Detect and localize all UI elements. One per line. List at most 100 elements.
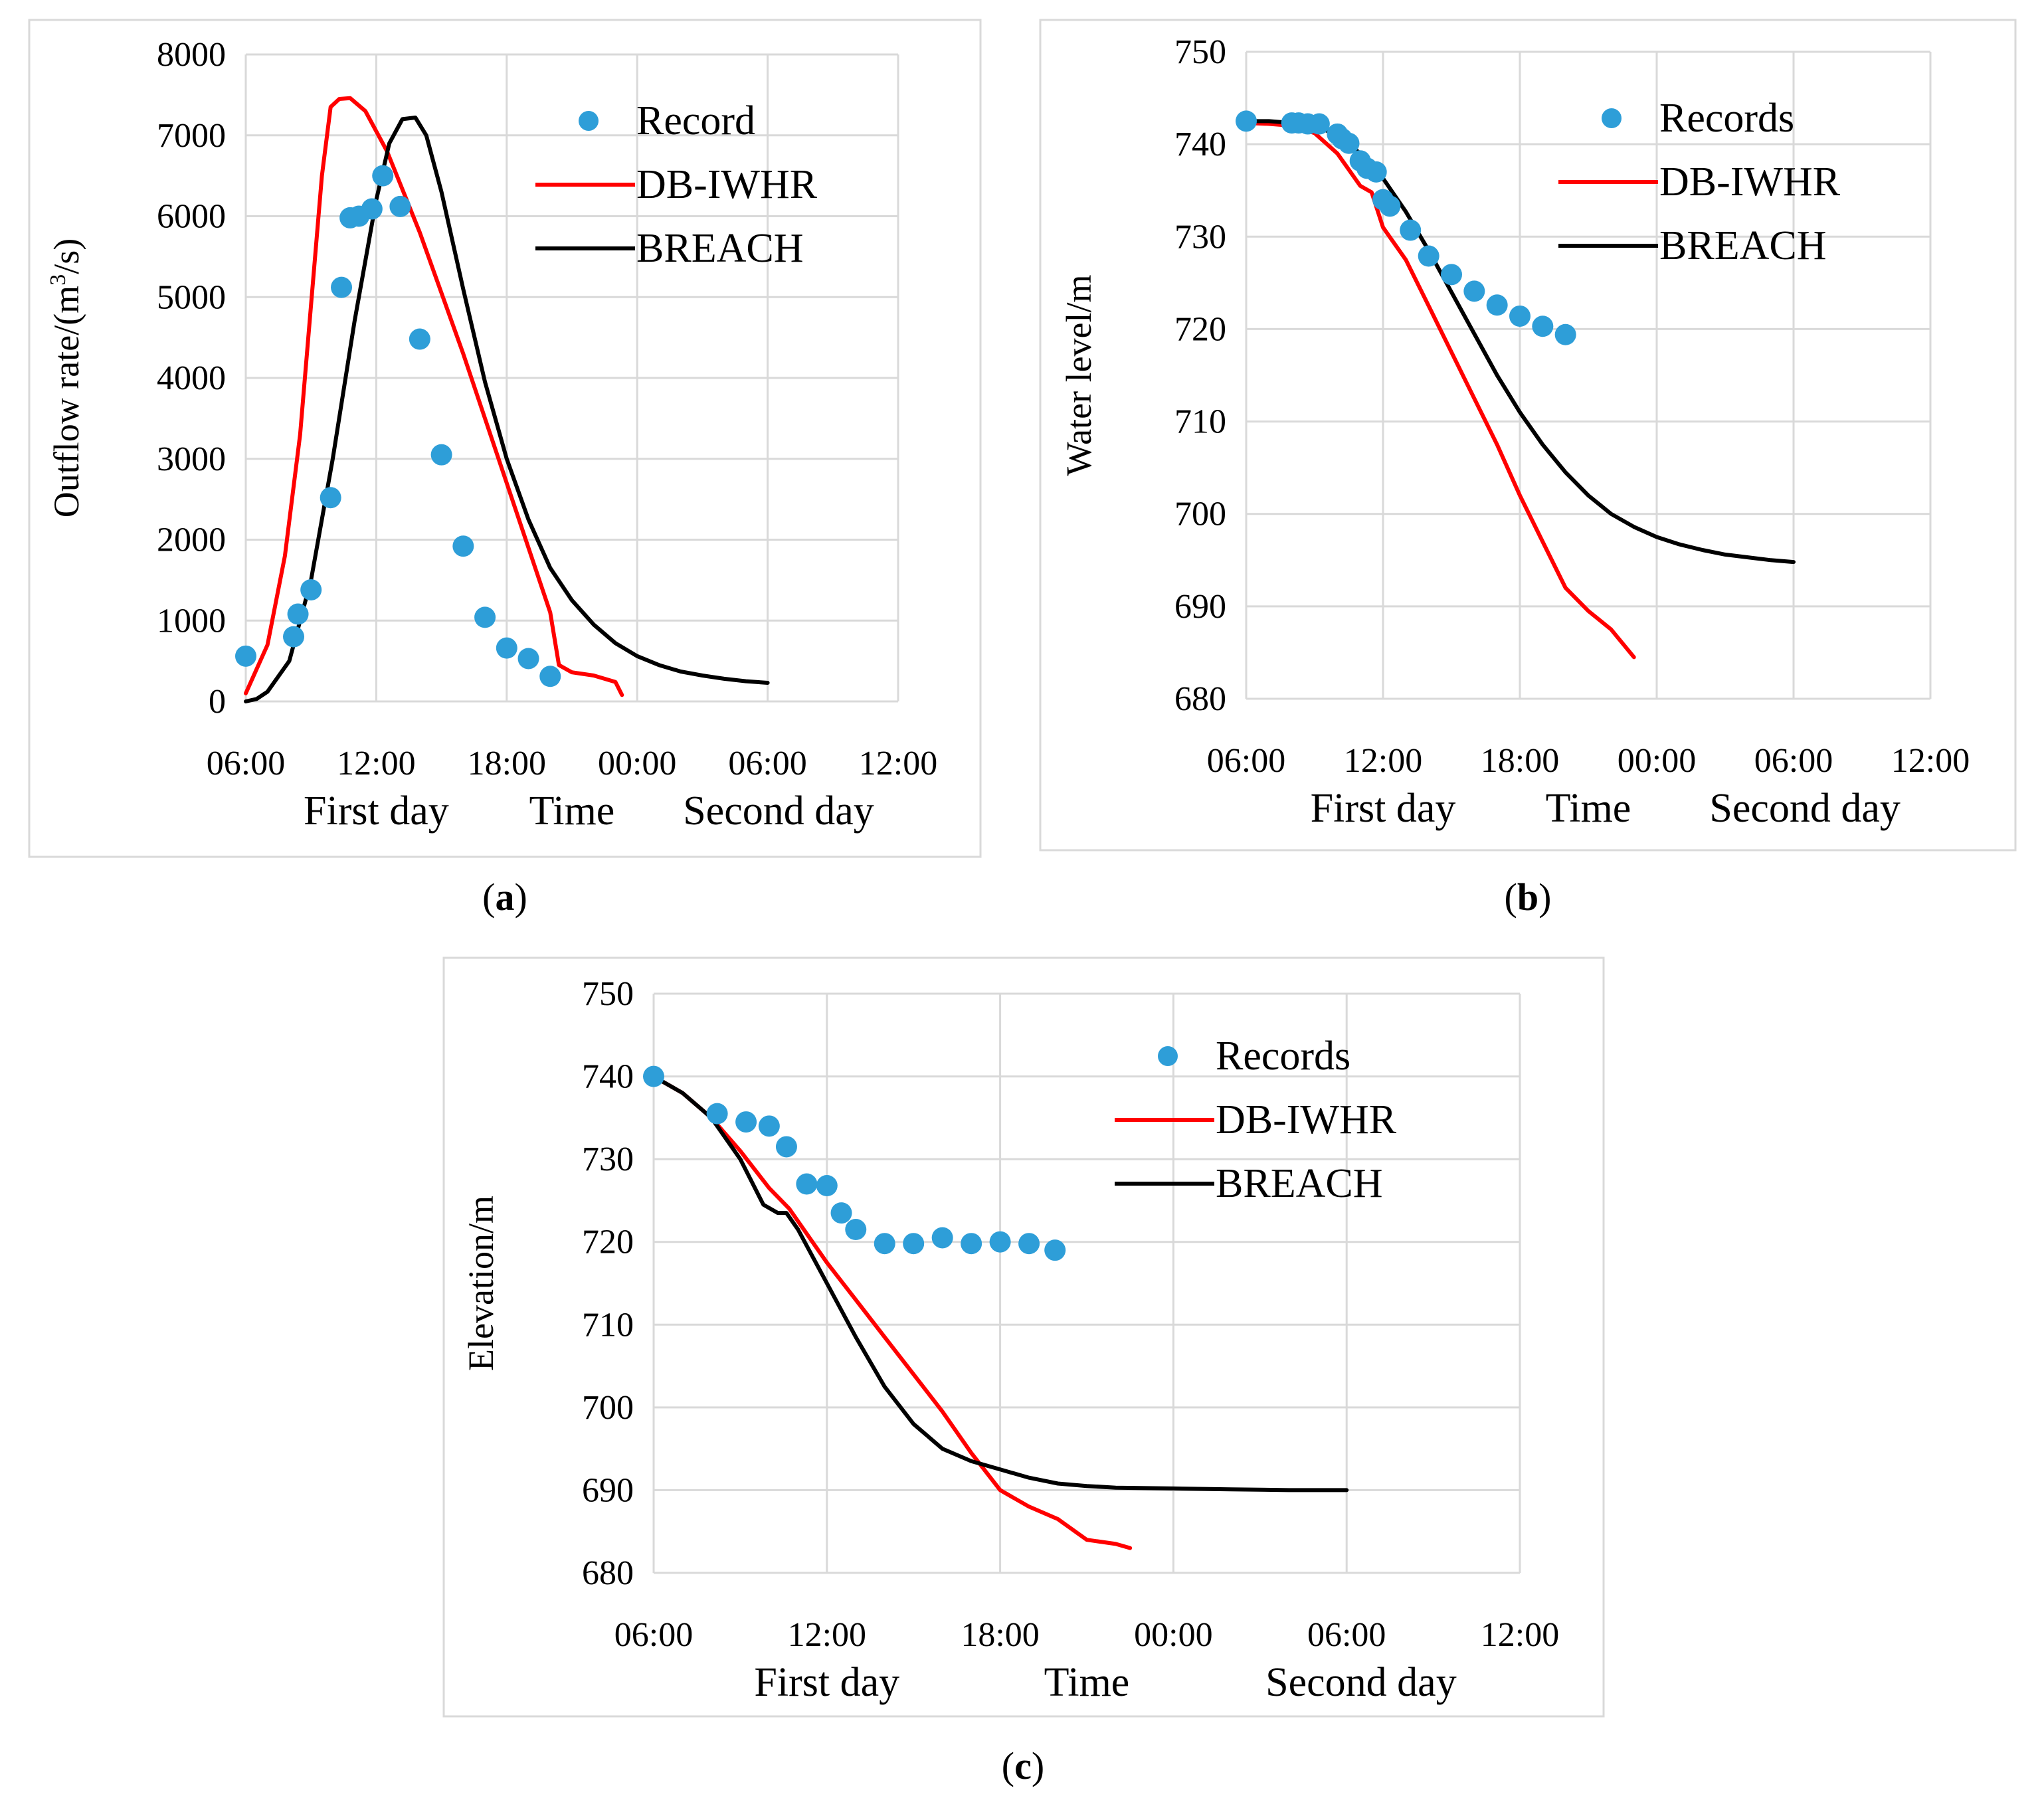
chart-panel-b: 680 690 700 710 720 730 740 750 06:00 12… bbox=[1039, 19, 2017, 852]
panel-a-x-tick: 18:00 bbox=[468, 745, 546, 782]
data-point-record bbox=[389, 195, 411, 217]
panel-a-x-axis-title: Time bbox=[529, 788, 615, 834]
series-db-iwhr-line bbox=[244, 96, 624, 697]
panel-a-y-ticks: 0 1000 2000 3000 4000 5000 6000 7000 800… bbox=[157, 36, 226, 721]
panel-b-first-day-label: First day bbox=[1311, 786, 1456, 831]
data-point-record bbox=[235, 645, 256, 667]
caption-paren: ) bbox=[1032, 1744, 1044, 1787]
panel-c-x-tick: 12:00 bbox=[788, 1616, 866, 1654]
data-point-records bbox=[1018, 1233, 1040, 1255]
data-point-records bbox=[643, 1065, 664, 1087]
panel-c-x-axis-title: Time bbox=[1044, 1660, 1130, 1705]
panel-a-x-tick: 12:00 bbox=[859, 745, 937, 782]
panel-a-caption: (a) bbox=[482, 875, 527, 919]
panel-b-y-ticks: 680 690 700 710 720 730 740 750 bbox=[1174, 33, 1226, 718]
legend-records-marker bbox=[1602, 108, 1622, 128]
panel-b-second-day-label: Second day bbox=[1709, 786, 1901, 831]
legend-record-label: Record bbox=[636, 98, 755, 143]
data-point-records bbox=[1400, 219, 1422, 241]
data-point-records bbox=[931, 1227, 953, 1249]
panel-b-legend: Records DB-IWHR BREACH bbox=[1558, 96, 1841, 268]
data-point-record bbox=[496, 637, 517, 659]
panel-c-frame bbox=[442, 956, 1605, 1718]
series-db-iwhr-line bbox=[1244, 121, 1636, 660]
panel-b-x-tick: 12:00 bbox=[1344, 742, 1422, 780]
chart-panel-c: 680 690 700 710 720 730 740 750 06:00 12… bbox=[442, 956, 1605, 1718]
panel-a-y-axis-title: Outflow rate/(m3/s) bbox=[46, 238, 86, 517]
data-point-records bbox=[989, 1231, 1011, 1253]
panel-c-y-tick: 710 bbox=[582, 1306, 634, 1344]
legend-records-label: Records bbox=[1216, 1034, 1350, 1079]
panel-c-x-tick: 18:00 bbox=[961, 1616, 1039, 1654]
panel-b-x-tick: 06:00 bbox=[1207, 742, 1285, 780]
caption-paren: ( bbox=[482, 875, 495, 919]
data-point-records bbox=[1554, 323, 1576, 345]
panel-b-x-tick: 12:00 bbox=[1891, 742, 1970, 780]
data-point-records bbox=[758, 1115, 780, 1137]
panel-c-x-tick: 12:00 bbox=[1481, 1616, 1559, 1654]
legend-breach-label: BREACH bbox=[1659, 223, 1826, 268]
legend-breach-label: BREACH bbox=[1216, 1161, 1382, 1206]
data-point-records bbox=[1463, 280, 1485, 302]
caption-paren: ( bbox=[1505, 875, 1517, 919]
panel-c-y-tick: 690 bbox=[582, 1471, 634, 1509]
panel-a-y-title-superscript: 3 bbox=[46, 274, 70, 286]
data-point-record bbox=[320, 487, 341, 509]
data-point-record bbox=[452, 535, 474, 557]
legend-records-marker bbox=[1158, 1046, 1178, 1066]
data-point-records bbox=[845, 1219, 867, 1241]
panel-c-second-day-label: Second day bbox=[1265, 1660, 1457, 1705]
caption-letter: a bbox=[496, 875, 515, 919]
panel-b-gridlines bbox=[1245, 50, 1932, 700]
caption-paren: ) bbox=[1538, 875, 1551, 919]
panel-b-x-axis-title: Time bbox=[1546, 786, 1631, 831]
panel-b-x-tick: 06:00 bbox=[1754, 742, 1833, 780]
panel-a-x-tick: 00:00 bbox=[598, 745, 676, 782]
panel-b-frame bbox=[1039, 19, 2017, 852]
data-point-record bbox=[474, 606, 496, 628]
panel-c-x-tick: 06:00 bbox=[1307, 1616, 1386, 1654]
data-point-records bbox=[735, 1111, 757, 1133]
data-point-record bbox=[409, 328, 430, 350]
panel-b-y-tick: 710 bbox=[1174, 403, 1226, 441]
data-point-records bbox=[1509, 305, 1531, 327]
data-point-records bbox=[775, 1136, 797, 1158]
data-point-record bbox=[331, 276, 353, 298]
data-point-records bbox=[1236, 110, 1257, 132]
data-point-records bbox=[1418, 245, 1440, 267]
panel-b-caption: (b) bbox=[1505, 875, 1552, 919]
panel-c-x-tick: 00:00 bbox=[1134, 1616, 1212, 1654]
panel-a-y-title-part: /s) bbox=[46, 238, 86, 274]
panel-c-x-ticks: 06:00 12:00 18:00 00:00 06:00 12:00 bbox=[614, 1616, 1559, 1654]
data-point-record bbox=[300, 579, 322, 600]
panel-a-y-tick: 1000 bbox=[157, 602, 226, 640]
panel-c-caption: (c) bbox=[1002, 1744, 1044, 1787]
panel-a-y-tick: 6000 bbox=[157, 198, 226, 236]
data-point-record bbox=[539, 666, 561, 687]
panel-c-legend: Records DB-IWHR BREACH bbox=[1115, 1034, 1397, 1206]
caption-paren: ) bbox=[515, 875, 527, 919]
data-point-records bbox=[961, 1233, 982, 1255]
panel-b-series bbox=[1236, 110, 1796, 660]
panel-c-y-tick: 750 bbox=[582, 975, 634, 1013]
panel-a-y-tick: 2000 bbox=[157, 521, 226, 559]
panel-b-y-tick: 690 bbox=[1174, 588, 1226, 626]
data-point-record bbox=[361, 198, 383, 220]
panel-b-y-tick: 730 bbox=[1174, 218, 1226, 256]
data-point-records bbox=[1486, 294, 1508, 316]
caption-letter: c bbox=[1014, 1744, 1032, 1787]
data-point-records bbox=[1338, 132, 1360, 154]
data-point-record bbox=[372, 165, 394, 187]
legend-records-label: Records bbox=[1659, 96, 1794, 141]
legend-record-marker bbox=[579, 111, 599, 131]
panel-c-first-day-label: First day bbox=[754, 1660, 899, 1705]
data-point-records bbox=[903, 1233, 925, 1255]
chart-panel-a: 0 1000 2000 3000 4000 5000 6000 7000 800… bbox=[28, 19, 982, 858]
panel-a-x-ticks: 06:00 12:00 18:00 00:00 06:00 12:00 bbox=[207, 745, 937, 782]
series-breach-line bbox=[244, 116, 770, 703]
legend-breach-label: BREACH bbox=[636, 226, 803, 271]
panel-a-x-tick: 12:00 bbox=[337, 745, 415, 782]
panel-b-x-ticks: 06:00 12:00 18:00 00:00 06:00 12:00 bbox=[1207, 742, 1970, 780]
panel-a-y-tick: 3000 bbox=[157, 440, 226, 478]
